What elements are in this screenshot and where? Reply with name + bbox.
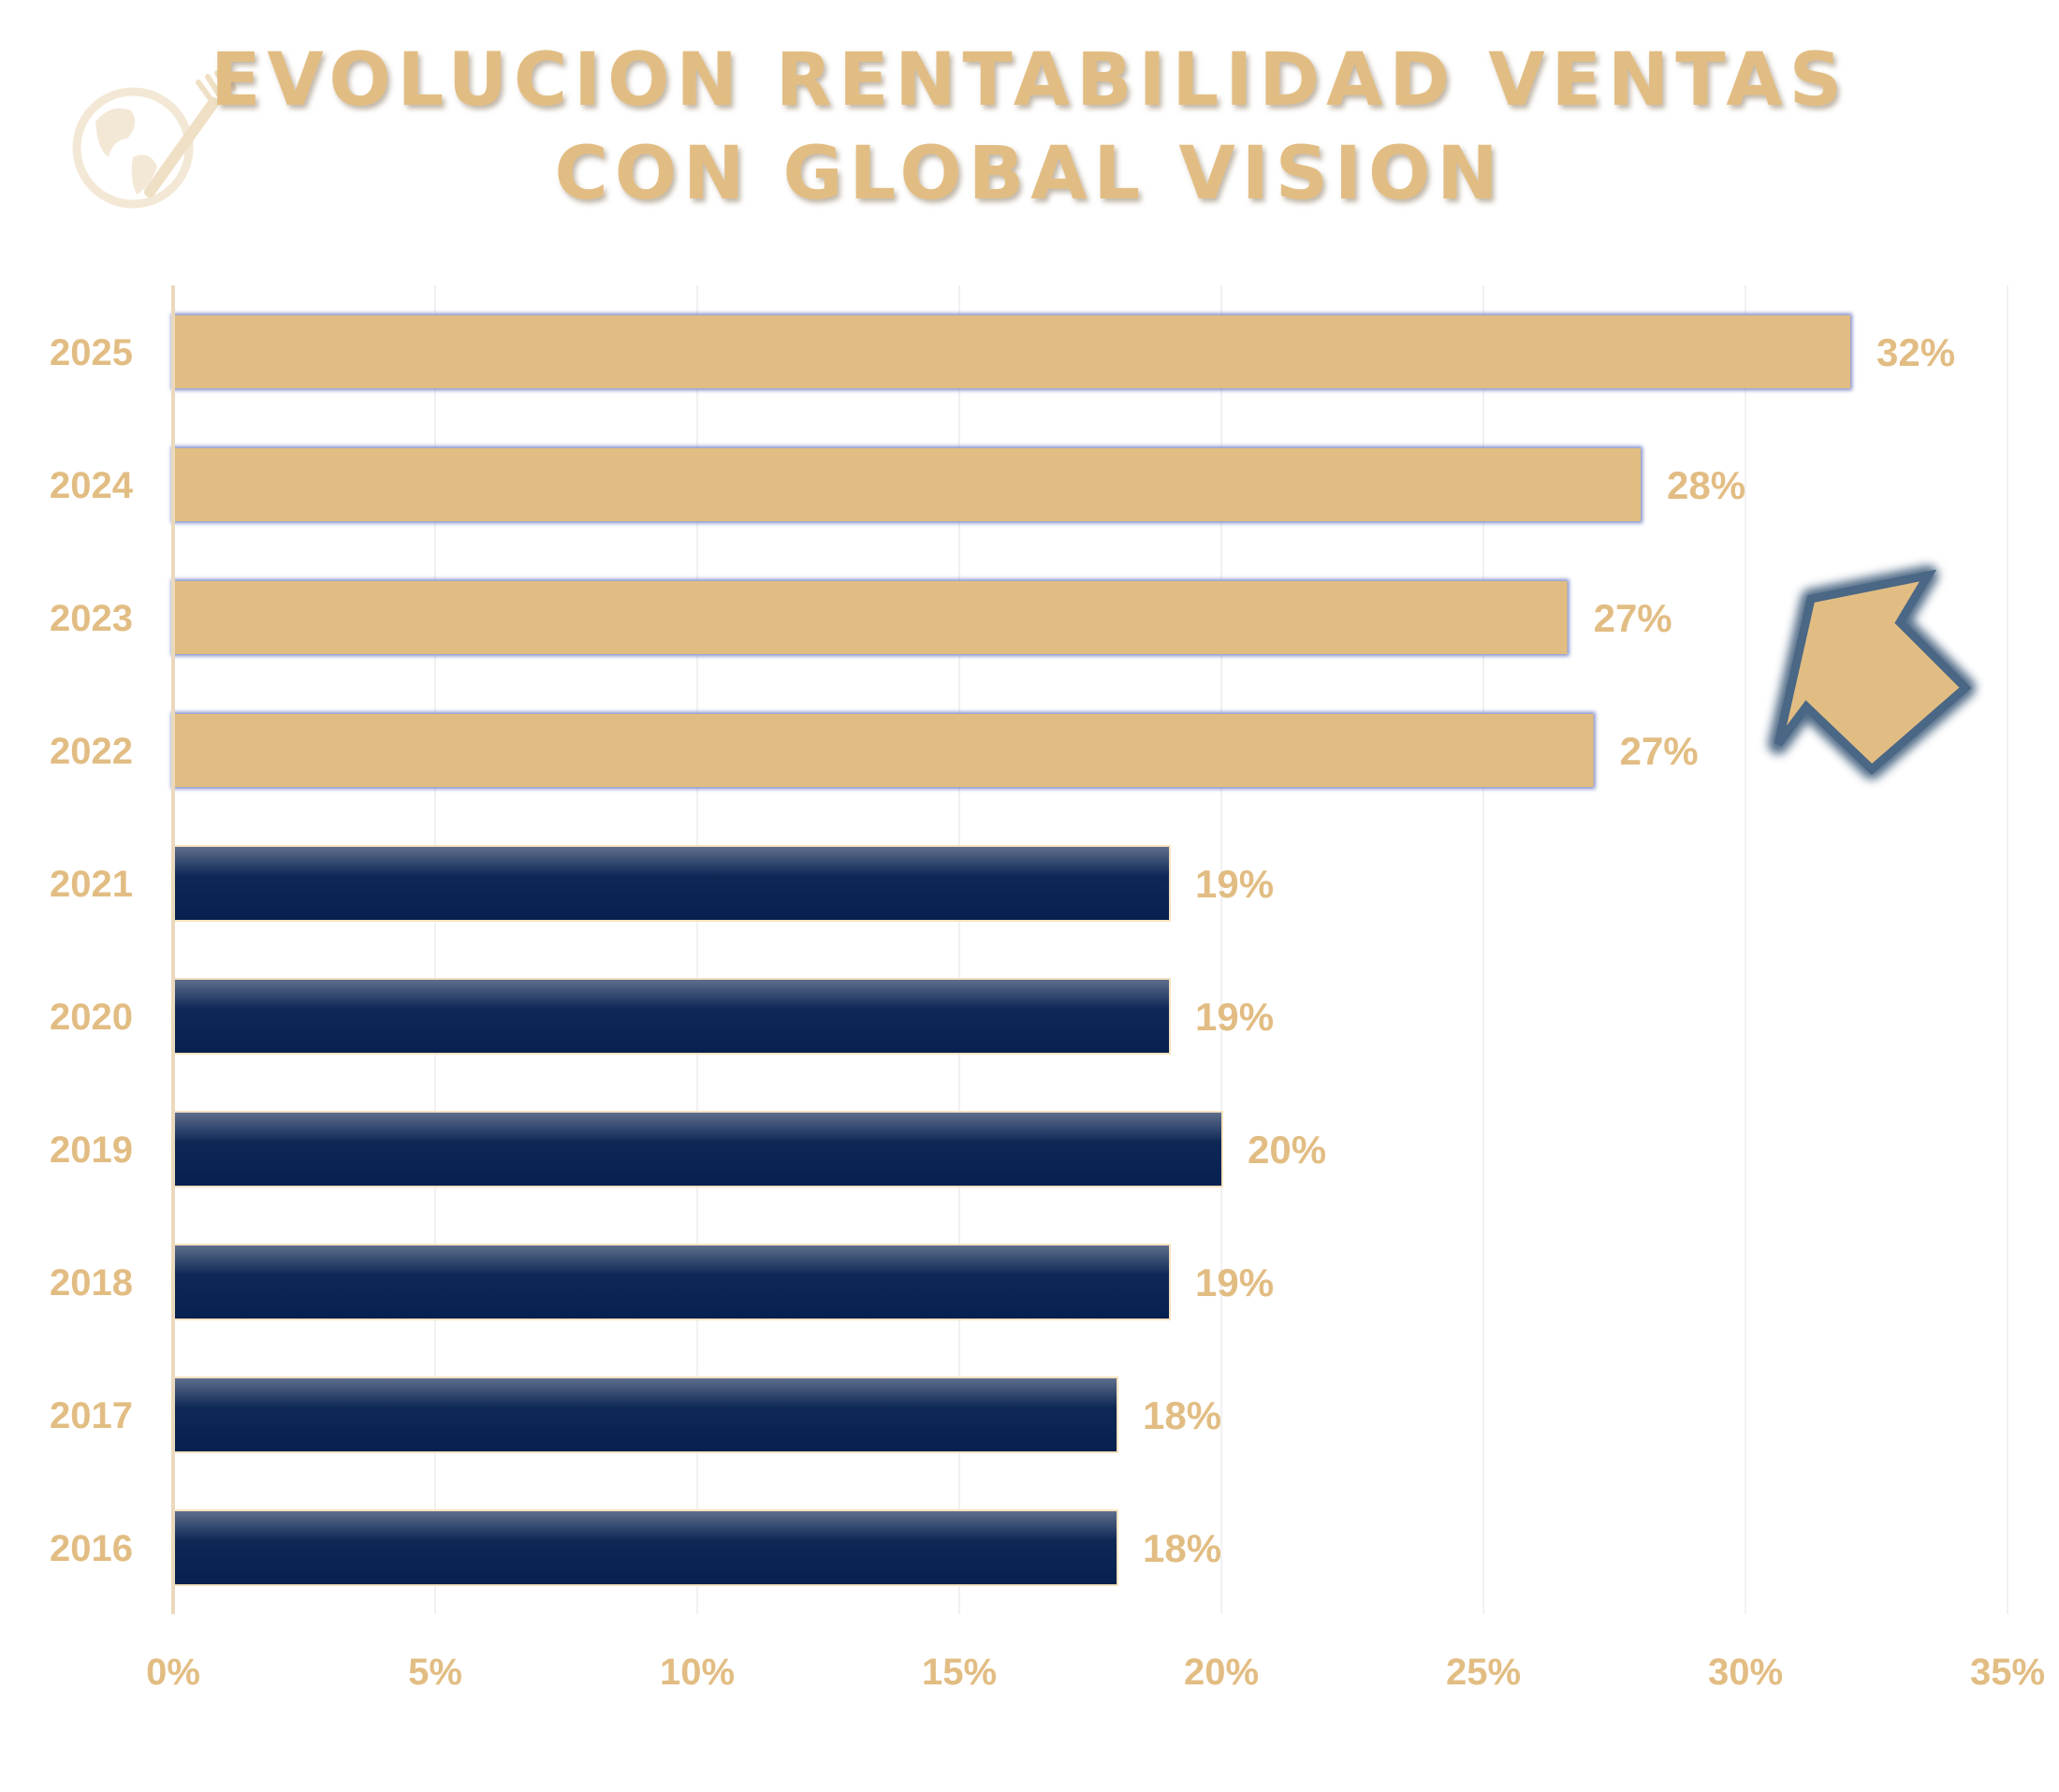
x-tick-label-0: 0% (146, 1652, 200, 1693)
data-label-2019: 20% (1248, 1128, 1326, 1172)
data-label-2016: 18% (1143, 1526, 1221, 1570)
data-label-2020: 19% (1195, 995, 1274, 1039)
bar-rect-2021 (173, 847, 1169, 920)
bar-2017: 18% (171, 1377, 1221, 1453)
y-tick-label-2021: 2021 (50, 864, 133, 905)
bar-rect-2020 (173, 980, 1169, 1053)
x-tick-label-10: 10% (660, 1652, 735, 1693)
y-tick-label-2022: 2022 (50, 731, 133, 772)
data-label-2025: 32% (1876, 330, 1955, 374)
bar-2020: 19% (171, 978, 1274, 1055)
data-label-2021: 19% (1195, 862, 1274, 906)
x-tick-label-5: 5% (408, 1652, 462, 1693)
bar-rect-2016 (173, 1511, 1117, 1584)
x-tick-label-30: 30% (1708, 1652, 1783, 1693)
bar-rect-2019 (173, 1113, 1221, 1186)
bar-rect-2024 (173, 448, 1641, 521)
bar-2016: 18% (171, 1509, 1221, 1586)
chart-title-line-2: CON GLOBAL VISION (554, 132, 1504, 216)
x-tick-label-20: 20% (1184, 1652, 1259, 1693)
bar-2021: 19% (171, 845, 1274, 922)
data-label-2017: 18% (1143, 1393, 1221, 1437)
y-tick-label-2024: 2024 (50, 465, 134, 506)
bar-rect-2018 (173, 1246, 1169, 1319)
bars: 32% 28% 27% 27% 19% 19% 20% 19% 18% 18% (171, 313, 1955, 1586)
data-label-2023: 27% (1594, 596, 1672, 640)
bar-2024: 28% (171, 446, 1745, 523)
y-tick-label-2023: 2023 (50, 598, 133, 639)
bar-2018: 19% (171, 1244, 1274, 1320)
y-tick-label-2016: 2016 (50, 1528, 133, 1569)
bar-2022: 27% (171, 712, 1699, 789)
y-tick-label-2017: 2017 (50, 1395, 133, 1436)
data-label-2018: 19% (1195, 1260, 1274, 1304)
x-axis-labels: 0% 5% 10% 15% 20% 25% 30% 35% (146, 1652, 2045, 1693)
bar-rect-2017 (173, 1378, 1117, 1451)
bar-2025: 32% (171, 313, 1955, 390)
data-label-2024: 28% (1667, 463, 1745, 507)
chart-title-line-1: EVOLUCION RENTABILIDAD VENTAS (211, 38, 1848, 123)
x-tick-label-35: 35% (1970, 1652, 2045, 1693)
bar-rect-2023 (173, 581, 1568, 654)
bar-2023: 27% (171, 579, 1672, 656)
up-arrow-icon (1768, 565, 1976, 779)
y-tick-label-2025: 2025 (50, 332, 133, 373)
bar-rect-2022 (173, 714, 1594, 787)
globe-fork-icon (72, 66, 237, 209)
x-tick-label-25: 25% (1446, 1652, 1521, 1693)
y-tick-label-2020: 2020 (50, 997, 133, 1038)
x-tick-label-15: 15% (922, 1652, 997, 1693)
y-tick-label-2018: 2018 (50, 1262, 133, 1304)
bar-2019: 20% (171, 1111, 1326, 1187)
data-label-2022: 27% (1620, 729, 1699, 773)
y-tick-label-2019: 2019 (50, 1129, 133, 1171)
y-axis-labels: 2025 2024 2023 2022 2021 2020 2019 2018 2017 2016 (50, 332, 134, 1569)
bar-rect-2025 (173, 315, 1850, 388)
chart-title: EVOLUCION RENTABILIDAD VENTAS CON GLOBAL… (211, 38, 1848, 216)
